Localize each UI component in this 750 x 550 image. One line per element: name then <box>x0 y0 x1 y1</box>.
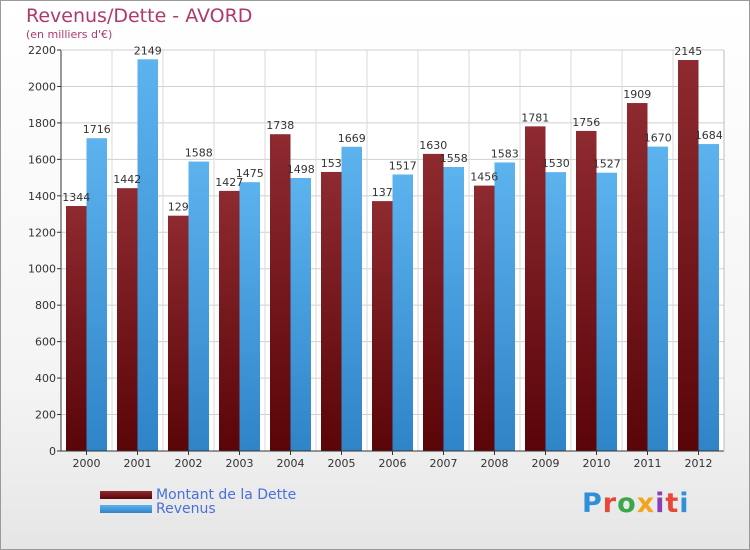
data-label-revenue-2000: 1716 <box>83 123 111 136</box>
bar-debt-2002 <box>168 215 189 451</box>
bar-revenue-2012 <box>698 144 719 451</box>
y-tick-label: 1400 <box>28 190 56 203</box>
bar-revenue-2011 <box>647 146 668 451</box>
y-tick-label: 1600 <box>28 153 56 166</box>
y-tick-label: 0 <box>49 445 56 458</box>
data-label-revenue-2007: 1558 <box>440 152 468 165</box>
data-label-debt-2002: 129 <box>168 201 189 214</box>
data-label-revenue-2003: 1475 <box>236 167 264 180</box>
bar-revenue-2004 <box>290 177 311 452</box>
y-tick-label: 2000 <box>28 80 56 93</box>
bar-debt-2006 <box>372 201 393 451</box>
data-label-debt-2007: 1630 <box>419 139 447 152</box>
logo-letter: o <box>617 488 637 519</box>
legend-swatch-revenue <box>100 505 152 513</box>
bar-debt-2008 <box>474 185 495 452</box>
data-label-debt-2005: 153 <box>321 157 342 170</box>
y-tick-label: 200 <box>35 409 56 422</box>
logo-letter: i <box>679 488 690 519</box>
bar-revenue-2003 <box>239 182 260 452</box>
x-tick-label-2000: 2000 <box>73 457 101 470</box>
data-label-revenue-2009: 1530 <box>542 157 570 170</box>
chart-title: Revenus/Dette - AVORD <box>26 5 253 27</box>
data-label-revenue-2008: 1583 <box>491 147 519 160</box>
bar-revenue-2008 <box>494 162 515 451</box>
chart-subtitle: (en milliers d'€) <box>26 28 113 41</box>
x-tick-label-2002: 2002 <box>175 457 203 470</box>
data-label-debt-2010: 1756 <box>572 116 600 129</box>
logo-letter: P <box>582 488 603 519</box>
data-label-revenue-2006: 1517 <box>389 159 417 172</box>
y-tick-label: 1000 <box>28 263 56 276</box>
data-label-debt-2003: 1427 <box>215 176 243 189</box>
bar-debt-2000 <box>66 206 87 451</box>
y-tick-label: 2200 <box>28 44 56 57</box>
data-label-revenue-2010: 1527 <box>593 158 621 171</box>
logo-letter: t <box>665 488 680 519</box>
data-label-debt-2009: 1781 <box>521 111 549 124</box>
x-tick-label-2009: 2009 <box>532 457 560 470</box>
bar-revenue-2002 <box>188 161 209 451</box>
x-tick-label-2003: 2003 <box>226 457 254 470</box>
x-tick-label-2005: 2005 <box>328 457 356 470</box>
bar-revenue-2007 <box>443 167 464 451</box>
y-tick-label: 1200 <box>28 226 56 239</box>
logo-letter: x <box>636 488 656 519</box>
data-label-revenue-2005: 1669 <box>338 132 366 145</box>
bar-revenue-2010 <box>596 172 617 451</box>
logo-letter: i <box>655 488 666 519</box>
x-tick-label-2011: 2011 <box>634 457 662 470</box>
data-label-debt-2000: 1344 <box>62 191 90 204</box>
x-tick-label-2010: 2010 <box>583 457 611 470</box>
x-tick-label-2012: 2012 <box>685 457 713 470</box>
data-label-debt-2004: 1738 <box>266 119 294 132</box>
data-label-debt-2012: 2145 <box>674 45 702 58</box>
bar-debt-2011 <box>627 103 648 451</box>
data-label-debt-2006: 137 <box>372 186 393 199</box>
x-tick-label-2007: 2007 <box>430 457 458 470</box>
data-label-revenue-2001: 2149 <box>134 44 162 57</box>
bar-debt-2009 <box>525 126 546 451</box>
data-label-debt-2011: 1909 <box>623 88 651 101</box>
x-tick-label-2004: 2004 <box>277 457 305 470</box>
x-tick-label-2006: 2006 <box>379 457 407 470</box>
data-label-revenue-2002: 1588 <box>185 147 213 160</box>
y-tick-label: 800 <box>35 299 56 312</box>
bar-debt-2005 <box>321 171 342 451</box>
data-label-debt-2001: 1442 <box>113 173 141 186</box>
legend-label-debt: Montant de la Dette <box>156 487 297 503</box>
bar-debt-2003 <box>219 190 240 451</box>
data-label-revenue-2012: 1684 <box>695 129 723 142</box>
legend-item-revenue: Revenus <box>100 501 216 517</box>
proxiti-logo: Proxiti <box>582 488 690 519</box>
bar-revenue-2000 <box>86 138 107 451</box>
data-label-revenue-2004: 1498 <box>287 163 315 176</box>
x-tick-label-2008: 2008 <box>481 457 509 470</box>
bar-revenue-2006 <box>392 174 413 451</box>
bar-revenue-2001 <box>137 59 158 452</box>
bar-debt-2010 <box>576 130 597 452</box>
bar-revenue-2009 <box>545 172 566 451</box>
data-label-revenue-2011: 1670 <box>644 132 672 145</box>
legend-swatch-debt <box>100 491 152 499</box>
bar-debt-2012 <box>678 60 699 452</box>
logo-letter: r <box>602 488 618 519</box>
bar-debt-2007 <box>423 153 444 452</box>
y-tick-label: 400 <box>35 372 56 385</box>
legend-label-revenue: Revenus <box>156 501 216 517</box>
bar-debt-2004 <box>270 134 291 451</box>
x-tick-label-2001: 2001 <box>124 457 152 470</box>
legend-item-debt: Montant de la Dette <box>100 487 296 503</box>
bar-revenue-2005 <box>341 146 362 452</box>
y-tick-label: 1800 <box>28 117 56 130</box>
data-label-debt-2008: 1456 <box>470 171 498 184</box>
y-tick-label: 600 <box>35 336 56 349</box>
bar-debt-2001 <box>117 188 138 451</box>
